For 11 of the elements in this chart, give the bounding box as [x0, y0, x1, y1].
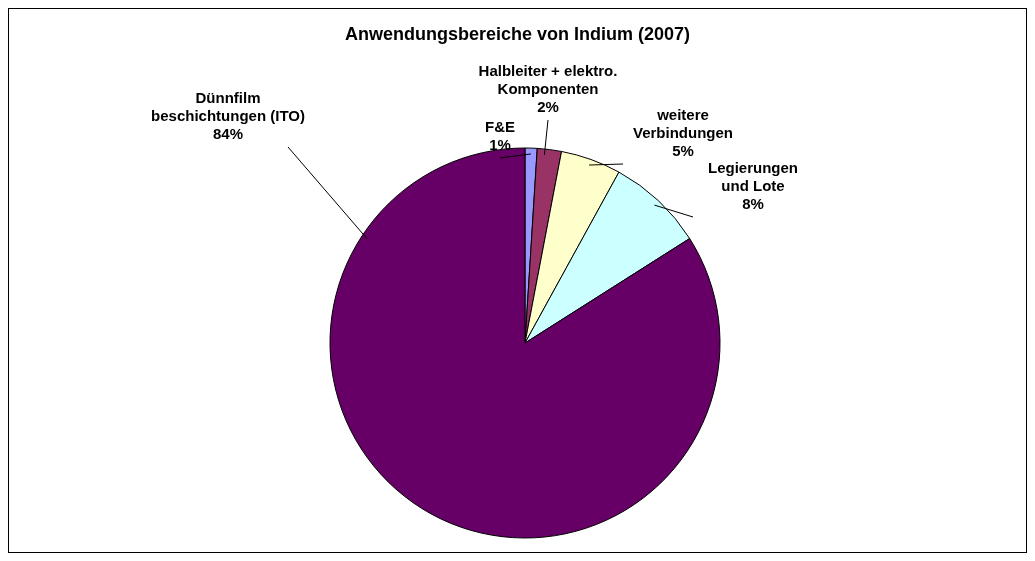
slice-label: F&E: [485, 118, 515, 135]
slice-label: Dünnfilm beschichtungen (ITO): [151, 89, 305, 124]
slice-label: Halbleiter + elektro. Komponenten: [478, 62, 618, 97]
chart-title: Anwendungsbereiche von Indium (2007): [344, 24, 691, 44]
data-label: 5%: [672, 142, 694, 159]
slice-label: weitere Verbindungen: [632, 106, 734, 141]
data-label: 1%: [489, 136, 511, 153]
data-label: 84%: [212, 125, 244, 142]
slice-label: Legierungen und Lote: [707, 159, 799, 194]
data-label: 2%: [537, 98, 559, 115]
data-label: 8%: [742, 195, 764, 212]
